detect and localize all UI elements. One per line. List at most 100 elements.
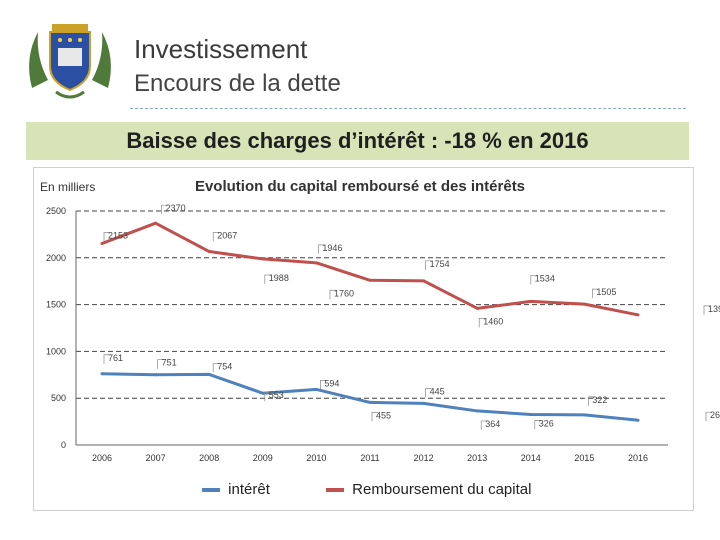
data-label-1-2015: 322 (592, 395, 607, 405)
series-line-0 (101, 221, 639, 317)
data-label-leader-0-2007 (161, 204, 168, 215)
data-label-1-2016: 265 (710, 410, 720, 420)
data-label-leader-1-2014 (534, 420, 541, 430)
data-label-leader-0-2015 (592, 288, 599, 299)
data-label-leader-1-2010 (320, 380, 327, 390)
x-tick-label-2015: 2015 (574, 453, 594, 463)
y-tick-label-1500: 1500 (46, 300, 66, 310)
y-tick-label-2500: 2500 (46, 206, 66, 216)
data-label-1-2013: 364 (485, 419, 500, 429)
city-coat-of-arms-logo (22, 18, 118, 104)
data-label-1-2012: 445 (430, 386, 445, 396)
data-point-1-2009 (261, 391, 265, 395)
data-label-leader-1-2011 (371, 412, 378, 422)
data-label-leader-1-2009 (264, 391, 271, 402)
data-label-0-2009: 1988 (269, 273, 289, 283)
data-label-0-2008: 2067 (217, 231, 237, 241)
data-point-0-2010 (314, 261, 318, 265)
legend-label-capital: Remboursement du capital (352, 481, 532, 498)
page-title: Investissement (134, 34, 308, 64)
data-point-1-2008 (207, 372, 211, 376)
data-point-0-2006 (100, 241, 104, 245)
data-point-1-2015 (582, 413, 586, 417)
data-label-0-2011: 1760 (334, 288, 354, 298)
data-point-0-2009 (261, 257, 265, 261)
data-label-leader-1-2006 (103, 354, 110, 364)
chart-frame (33, 167, 694, 511)
x-tick-label-2016: 2016 (628, 453, 648, 463)
data-label-leader-1-2013 (480, 420, 488, 430)
page-subtitle: Encours de la dette (134, 70, 341, 97)
data-point-1-2016 (636, 418, 640, 422)
data-label-leader-0-2013 (478, 317, 486, 328)
data-label-0-2012: 1754 (430, 259, 450, 269)
data-label-0-2006: 2153 (108, 230, 128, 240)
data-point-1-2013 (475, 409, 479, 413)
x-tick-label-2014: 2014 (521, 453, 541, 463)
title-divider (130, 108, 686, 109)
data-point-1-2012 (422, 401, 426, 405)
data-point-1-2011 (368, 400, 372, 404)
y-tick-label-500: 500 (51, 393, 66, 403)
legend-swatch-interet (202, 488, 220, 493)
data-point-0-2013 (475, 306, 479, 310)
data-point-0-2012 (422, 279, 426, 283)
data-label-1-2011: 455 (376, 410, 391, 420)
data-point-0-2015 (582, 302, 586, 306)
x-tick-label-2009: 2009 (253, 453, 273, 463)
legend-label-interet: intérêt (228, 481, 270, 498)
data-label-1-2007: 751 (162, 358, 177, 368)
data-point-0-2008 (207, 250, 211, 254)
x-tick-label-2010: 2010 (306, 453, 326, 463)
data-label-leader-1-2015 (588, 396, 595, 406)
data-label-leader-0-2014 (530, 275, 537, 285)
data-label-0-2014: 1534 (535, 273, 555, 283)
y-tick-label-2000: 2000 (46, 253, 66, 263)
data-point-1-2014 (529, 412, 533, 416)
data-point-1-2010 (314, 387, 318, 391)
highlight-banner: Baisse des charges d’intérêt : -18 % en … (26, 122, 689, 160)
series-line-1 (101, 372, 639, 422)
legend-swatch-capital (326, 488, 344, 493)
data-label-1-2006: 761 (108, 353, 123, 363)
data-point-1-2006 (100, 372, 104, 376)
data-label-0-2016: 1390 (708, 304, 720, 314)
legend-item-capital: Remboursement du capital (326, 481, 531, 498)
data-label-leader-1-2007 (157, 359, 164, 369)
data-label-0-2015: 1505 (596, 287, 616, 297)
legend-item-interet: intérêt (202, 481, 270, 498)
x-tick-label-2007: 2007 (146, 453, 166, 463)
data-label-leader-0-2010 (318, 244, 325, 254)
x-tick-label-2006: 2006 (92, 453, 112, 463)
data-label-leader-1-2012 (425, 387, 432, 398)
data-label-1-2008: 754 (217, 361, 232, 371)
y-tick-label-0: 0 (61, 440, 66, 450)
x-tick-label-2011: 2011 (360, 453, 379, 463)
data-point-0-2007 (154, 221, 158, 225)
data-label-leader-0-2016 (703, 305, 710, 315)
data-point-1-2007 (154, 373, 158, 377)
x-tick-label-2013: 2013 (467, 453, 487, 463)
data-label-0-2010: 1946 (322, 243, 342, 253)
data-label-leader-0-2006 (103, 232, 110, 242)
chart-unit-label: En milliers (40, 180, 96, 194)
data-label-leader-0-2011 (329, 289, 336, 300)
data-label-0-2013: 1460 (483, 316, 503, 326)
data-label-1-2010: 594 (324, 378, 339, 388)
data-label-leader-1-2008 (212, 363, 220, 373)
data-label-1-2014: 326 (539, 418, 554, 428)
data-label-leader-0-2012 (425, 260, 432, 270)
x-tick-label-2008: 2008 (199, 453, 219, 463)
data-label-0-2007: 2370 (166, 203, 186, 213)
x-tick-label-2012: 2012 (414, 453, 434, 463)
data-label-leader-1-2016 (705, 411, 712, 422)
y-tick-label-1000: 1000 (46, 346, 66, 356)
data-label-leader-0-2009 (264, 274, 271, 284)
data-point-0-2011 (368, 278, 372, 282)
data-label-leader-0-2008 (212, 232, 220, 242)
data-label-1-2009: 553 (269, 390, 284, 400)
chart-title: Evolution du capital remboursé et des in… (194, 178, 526, 195)
data-point-0-2016 (636, 313, 640, 317)
data-point-0-2014 (529, 299, 533, 303)
